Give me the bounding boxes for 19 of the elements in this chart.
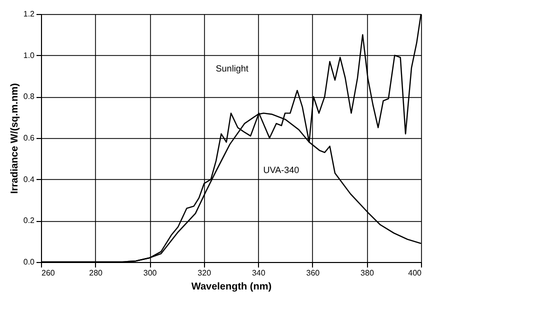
y-tick-label: 1.2	[23, 10, 36, 18]
x-tick-label: 300	[143, 268, 158, 278]
annotation: UVA-340	[263, 165, 300, 176]
x-tick-label: 400	[408, 268, 422, 278]
y-tick-label: 0.8	[23, 92, 36, 102]
x-axis-title: Wavelength (nm)	[191, 282, 272, 292]
y-tick-label: 0.4	[23, 174, 36, 184]
x-tick-label: 320	[198, 268, 212, 278]
y-tick-label: 1.0	[23, 50, 36, 60]
x-tick-label: 260	[42, 268, 56, 278]
annotation: Sunlight	[216, 64, 249, 74]
x-tick-label: 360	[306, 268, 320, 278]
x-tick-label: 340	[252, 268, 266, 278]
y-tick-label: 0.6	[23, 134, 36, 142]
x-tick-label: 280	[89, 268, 104, 278]
y-axis-title: Irradiance W/(sq.m.nm)	[9, 83, 20, 194]
y-tick-label: 0.2	[23, 216, 36, 226]
y-tick-label: 0.0	[23, 258, 36, 266]
x-tick-label: 380	[360, 268, 374, 278]
